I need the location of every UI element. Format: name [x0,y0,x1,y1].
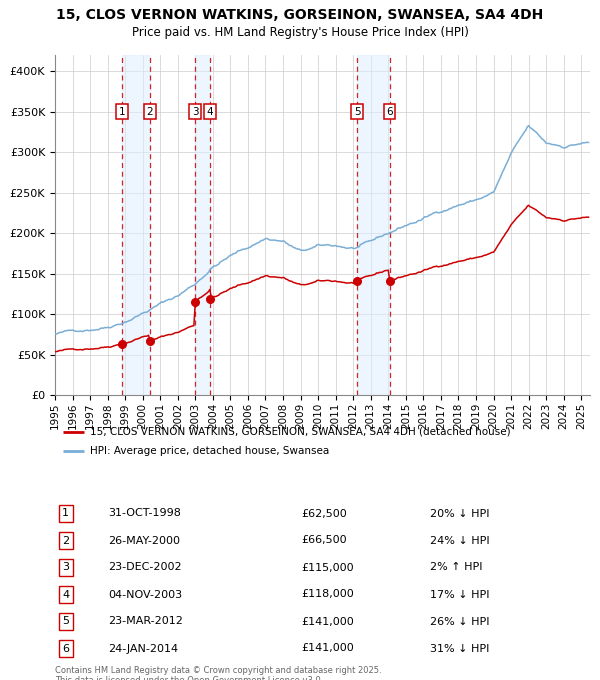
Text: £66,500: £66,500 [301,536,347,545]
Text: 3: 3 [191,107,198,117]
Bar [195,55,210,395]
Text: 15, CLOS VERNON WATKINS, GORSEINON, SWANSEA, SA4 4DH: 15, CLOS VERNON WATKINS, GORSEINON, SWAN… [56,8,544,22]
Text: 23-DEC-2002: 23-DEC-2002 [109,562,182,573]
Text: 1: 1 [119,107,125,117]
Text: 3: 3 [62,562,69,573]
Text: 6: 6 [386,107,393,117]
Text: 2: 2 [62,536,69,545]
Text: £118,000: £118,000 [301,590,354,600]
Text: 26% ↓ HPI: 26% ↓ HPI [430,617,489,626]
Text: £62,500: £62,500 [301,509,347,518]
Text: Contains HM Land Registry data © Crown copyright and database right 2025.
This d: Contains HM Land Registry data © Crown c… [55,666,382,680]
Text: £141,000: £141,000 [301,617,354,626]
Text: 04-NOV-2003: 04-NOV-2003 [109,590,182,600]
Text: 23-MAR-2012: 23-MAR-2012 [109,617,184,626]
Text: 24-JAN-2014: 24-JAN-2014 [109,643,179,653]
Text: 2% ↑ HPI: 2% ↑ HPI [430,562,482,573]
Text: £141,000: £141,000 [301,643,354,653]
Text: HPI: Average price, detached house, Swansea: HPI: Average price, detached house, Swan… [90,445,329,456]
Text: 5: 5 [62,617,69,626]
Text: 15, CLOS VERNON WATKINS, GORSEINON, SWANSEA, SA4 4DH (detached house): 15, CLOS VERNON WATKINS, GORSEINON, SWAN… [90,426,511,437]
Text: 5: 5 [354,107,361,117]
Text: 20% ↓ HPI: 20% ↓ HPI [430,509,489,518]
Text: Price paid vs. HM Land Registry's House Price Index (HPI): Price paid vs. HM Land Registry's House … [131,26,469,39]
Text: 17% ↓ HPI: 17% ↓ HPI [430,590,489,600]
Bar [122,55,150,395]
Bar [357,55,389,395]
Text: 26-MAY-2000: 26-MAY-2000 [109,536,181,545]
Text: 4: 4 [207,107,214,117]
Text: £115,000: £115,000 [301,562,354,573]
Text: 31% ↓ HPI: 31% ↓ HPI [430,643,489,653]
Text: 1: 1 [62,509,69,518]
Text: 31-OCT-1998: 31-OCT-1998 [109,509,181,518]
Text: 24% ↓ HPI: 24% ↓ HPI [430,536,489,545]
Text: 4: 4 [62,590,69,600]
Text: 6: 6 [62,643,69,653]
Text: 2: 2 [146,107,153,117]
